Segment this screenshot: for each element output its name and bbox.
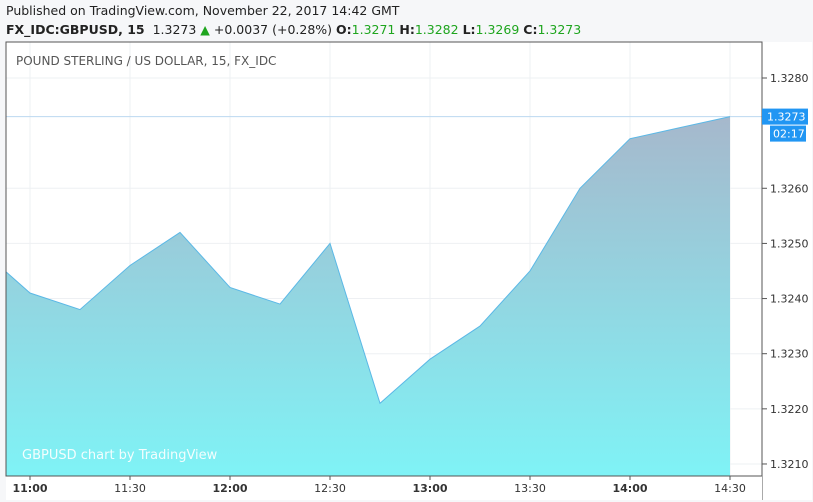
y-tick-label: 1.3280 [770,72,809,85]
published-note: Published on TradingView.com, November 2… [6,3,400,18]
x-tick-label: 13:30 [514,482,546,495]
y-tick-label: 1.3260 [770,182,809,195]
x-tick-label: 12:30 [314,482,346,495]
countdown-text: 02:17 [773,128,805,141]
x-tick-label: 11:30 [114,482,146,495]
x-tick-label: 11:00 [12,482,47,495]
high-label: H: [399,22,415,37]
low-label: L: [462,22,476,37]
open-label: O: [336,22,352,37]
y-tick-label: 1.3230 [770,348,809,361]
y-tick-label: 1.3220 [770,403,809,416]
last-price: 1.3273 [152,22,197,37]
price-line [6,116,731,405]
change: +0.0037 (+0.28%) [213,22,333,37]
price-area [6,116,730,476]
time-axis[interactable] [6,476,762,500]
high-value: 1.3282 [414,22,459,37]
x-tick-label: 14:30 [714,482,746,495]
y-tick-label: 1.3250 [770,237,809,250]
x-tick-label: 13:00 [412,482,447,495]
symbol: FX_IDC:GBPUSD, 15 [6,22,145,37]
symbol-info: FX_IDC:GBPUSD, 15 1.3273 ▲ +0.0037 (+0.2… [6,22,581,37]
countdown-tag [770,125,806,142]
close-label: C: [523,22,538,37]
low-value: 1.3269 [475,22,520,37]
y-tick-label: 1.3240 [770,293,809,306]
x-tick-label: 12:00 [212,482,247,495]
open-value: 1.3271 [351,22,396,37]
watermark: GBPUSD chart by TradingView [22,448,218,463]
arrow-up-icon: ▲ [200,22,210,37]
y-tick-label: 1.3210 [770,458,809,471]
chart-title: POUND STERLING / US DOLLAR, 15, FX_IDC [16,54,276,68]
close-value: 1.3273 [537,22,582,37]
x-tick-label: 14:00 [612,482,647,495]
last-price-tag [762,108,808,125]
last-price-tag-text: 1.3273 [767,111,806,124]
